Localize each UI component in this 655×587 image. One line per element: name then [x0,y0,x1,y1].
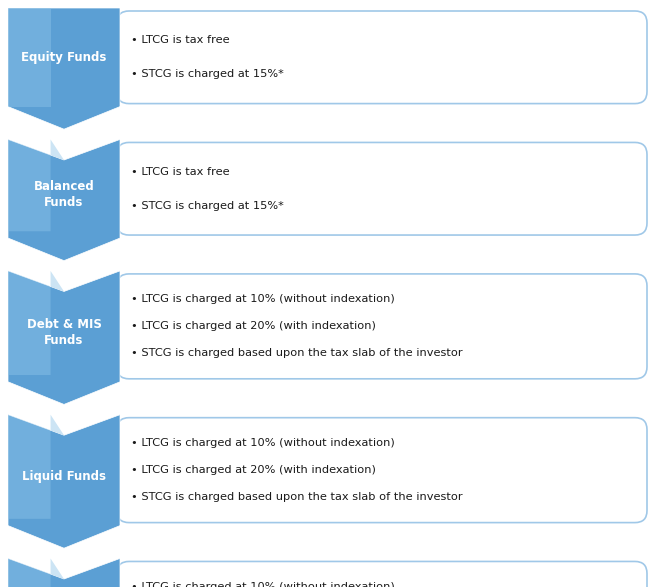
Polygon shape [8,140,120,261]
Text: Equity Funds: Equity Funds [22,51,107,64]
Polygon shape [8,414,64,519]
Text: Liquid Funds: Liquid Funds [22,470,106,483]
Text: • LTCG is tax free: • LTCG is tax free [131,167,230,177]
Polygon shape [8,414,120,548]
Polygon shape [8,140,64,231]
Polygon shape [8,8,50,107]
FancyBboxPatch shape [117,561,647,587]
Polygon shape [8,8,120,129]
Text: • STCG is charged based upon the tax slab of the investor: • STCG is charged based upon the tax sla… [131,492,462,502]
Polygon shape [8,558,64,587]
Polygon shape [8,271,120,404]
Polygon shape [8,271,64,375]
Text: • LTCG is tax free: • LTCG is tax free [131,35,230,45]
Text: • LTCG is charged at 10% (without indexation): • LTCG is charged at 10% (without indexa… [131,438,395,448]
Polygon shape [8,558,120,587]
FancyBboxPatch shape [117,143,647,235]
FancyBboxPatch shape [117,418,647,522]
Text: • LTCG is charged at 10% (without indexation): • LTCG is charged at 10% (without indexa… [131,582,395,587]
Text: • LTCG is charged at 10% (without indexation): • LTCG is charged at 10% (without indexa… [131,295,395,305]
Text: Balanced
Funds: Balanced Funds [33,180,94,210]
Text: Debt & MIS
Funds: Debt & MIS Funds [27,318,102,347]
FancyBboxPatch shape [117,274,647,379]
FancyBboxPatch shape [117,11,647,103]
Text: • LTCG is charged at 20% (with indexation): • LTCG is charged at 20% (with indexatio… [131,321,376,332]
Text: • STCG is charged based upon the tax slab of the investor: • STCG is charged based upon the tax sla… [131,348,462,358]
Text: • LTCG is charged at 20% (with indexation): • LTCG is charged at 20% (with indexatio… [131,465,376,475]
Text: • STCG is charged at 15%*: • STCG is charged at 15%* [131,201,284,211]
Text: • STCG is charged at 15%*: • STCG is charged at 15%* [131,69,284,79]
